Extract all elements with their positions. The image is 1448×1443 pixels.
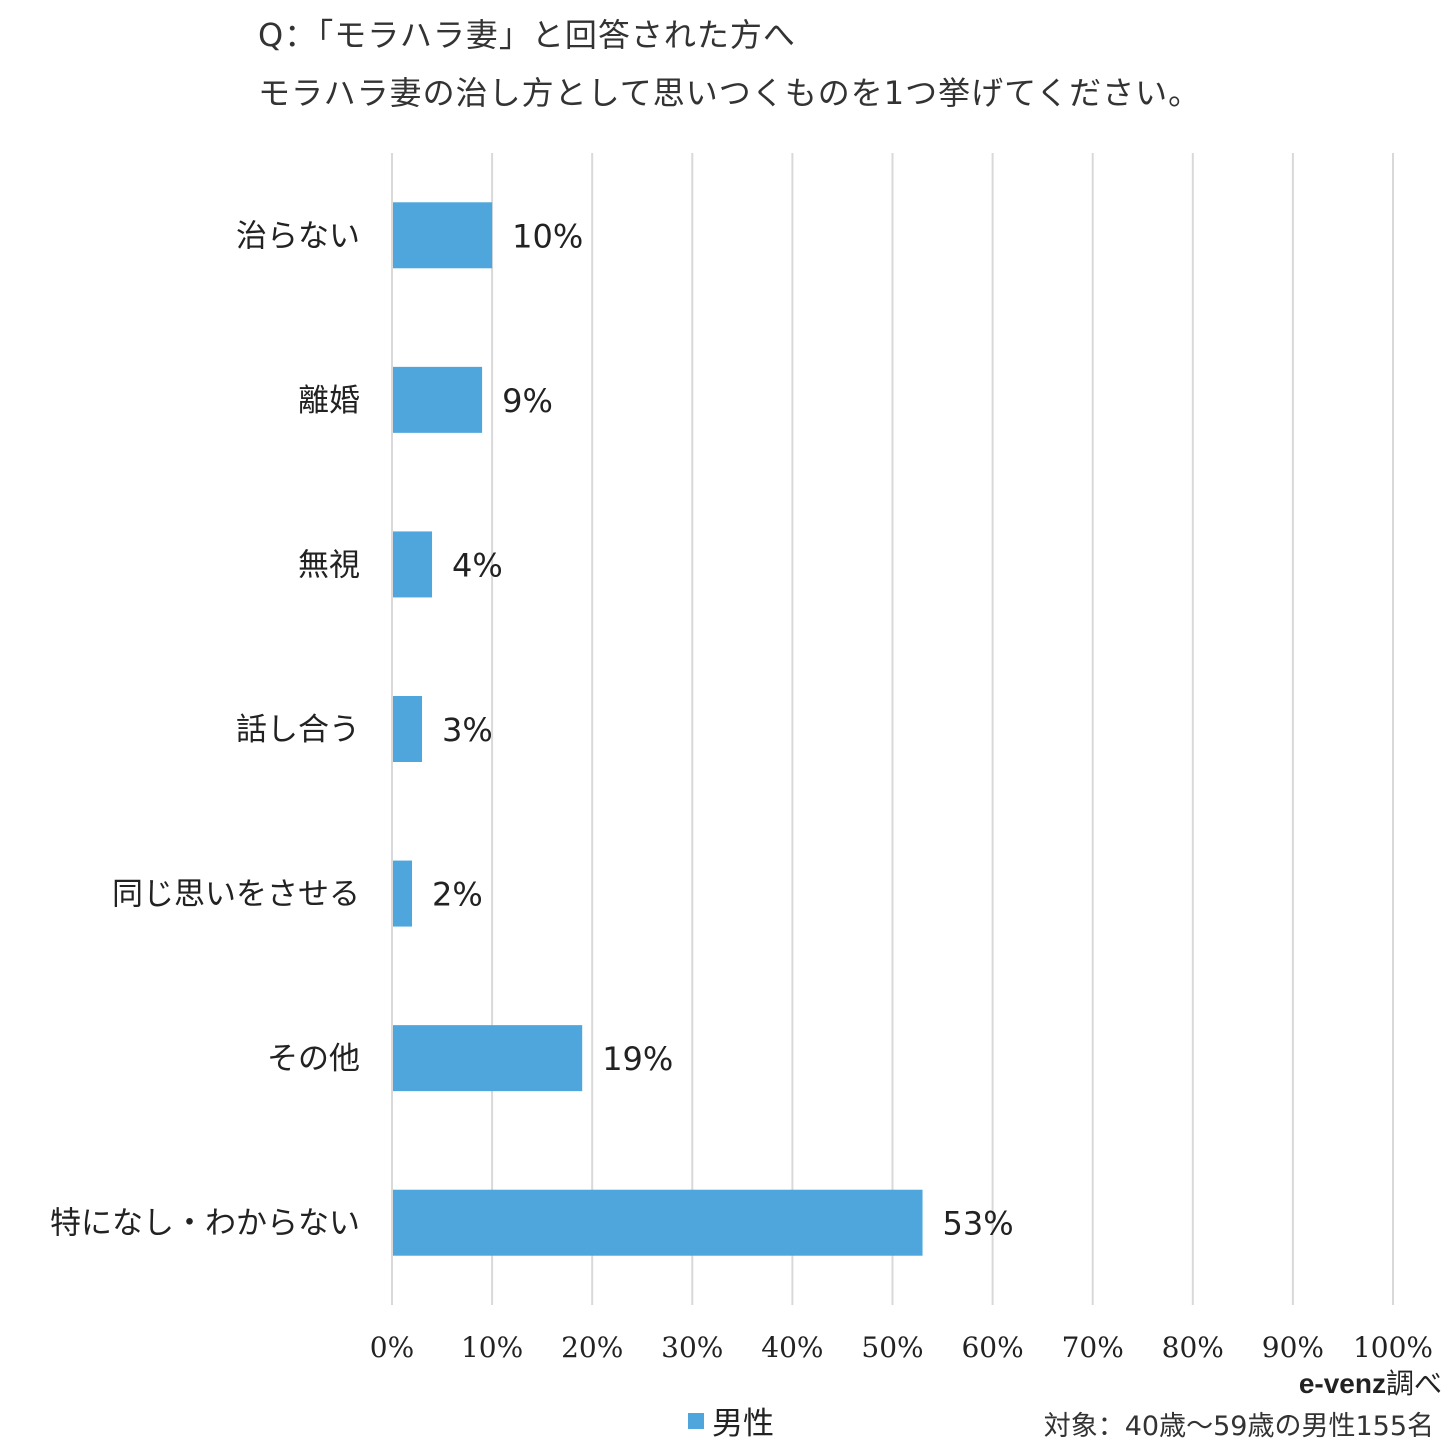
data-label: 10% — [512, 217, 583, 255]
labels: 0% 10% 20% 30% 40% 50% 60% 70% 80% 90% 100% 治らない 10%… — [50, 217, 1433, 1364]
bar — [393, 696, 423, 762]
bar — [393, 860, 413, 927]
target-note: 対象：40歳～59歳の男性155名 — [1043, 1411, 1434, 1442]
source-credit: e-venz調べ — [1299, 1362, 1442, 1402]
gridlines — [391, 153, 1394, 1305]
x-tick-label: 50% — [861, 1331, 923, 1364]
x-tick-label: 30% — [661, 1331, 723, 1364]
category-label: 離婚 — [298, 383, 360, 419]
category-label: 同じ思いをさせる — [112, 877, 360, 913]
data-label: 3% — [442, 711, 493, 749]
chart-title-line-1: Q：「モラハラ妻」と回答された方へ — [258, 16, 796, 54]
bar — [393, 202, 493, 269]
category-label: 話し合う — [236, 712, 360, 748]
category-label: 特になし・わからない — [50, 1206, 360, 1242]
source-suffix: 調べ — [1385, 1367, 1442, 1400]
x-tick-label: 40% — [761, 1331, 823, 1364]
category-label: 無視 — [298, 547, 360, 583]
bar — [393, 366, 483, 433]
x-tick-label: 100% — [1353, 1331, 1433, 1364]
x-tick-label: 20% — [561, 1331, 623, 1364]
data-label: 19% — [602, 1040, 673, 1078]
category-label: 治らない — [236, 218, 360, 254]
data-label: 2% — [432, 876, 483, 914]
x-tick-label: 70% — [1062, 1331, 1124, 1364]
legend-swatch — [688, 1412, 704, 1429]
legend-label: 男性 — [712, 1406, 774, 1442]
bar — [393, 1189, 923, 1256]
chart-title-line-2: モラハラ妻の治し方として思いつくものを1つ挙げてください。 — [258, 74, 1202, 112]
x-tick-label: 90% — [1262, 1331, 1324, 1364]
legend: 男性 — [688, 1398, 774, 1443]
x-tick-label: 10% — [461, 1331, 523, 1364]
x-tick-label: 0% — [370, 1331, 414, 1364]
category-label: その他 — [267, 1041, 360, 1077]
data-label: 4% — [452, 546, 503, 584]
bar — [393, 531, 433, 598]
data-label: 53% — [943, 1205, 1014, 1243]
data-label: 9% — [502, 382, 553, 420]
x-tick-label: 80% — [1162, 1331, 1224, 1364]
x-tick-label: 60% — [961, 1331, 1023, 1364]
source-brand: e-venz — [1298, 1368, 1386, 1399]
bar — [393, 1025, 583, 1092]
bars — [393, 202, 923, 1256]
